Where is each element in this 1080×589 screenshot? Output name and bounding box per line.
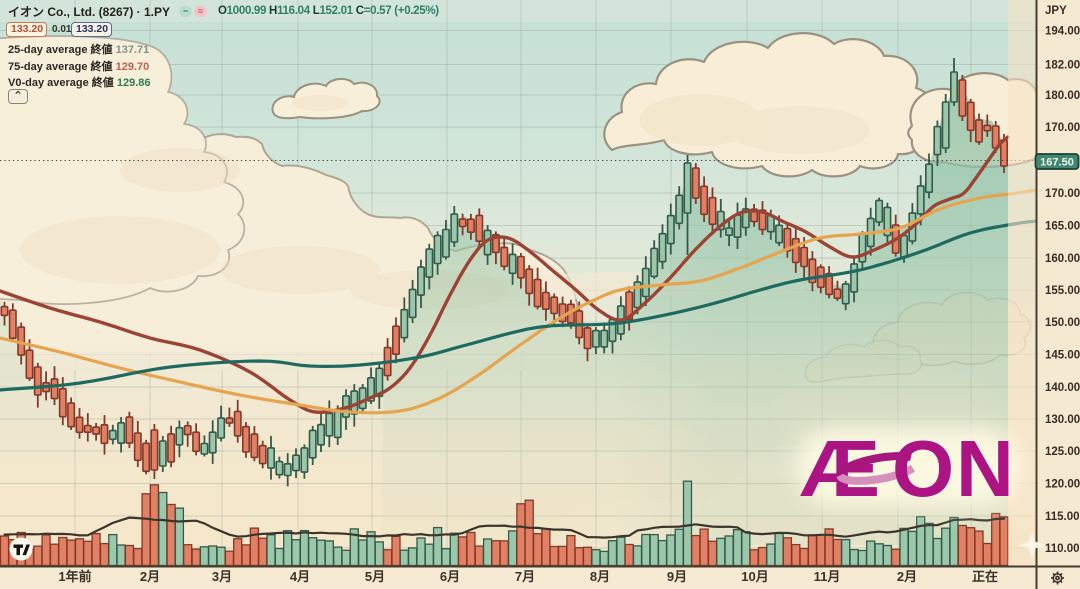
svg-text:140.00: 140.00: [1045, 382, 1080, 394]
svg-text:130.00: 130.00: [1045, 414, 1080, 426]
svg-text:167.50: 167.50: [1040, 157, 1074, 169]
svg-text:150.00: 150.00: [1045, 317, 1080, 329]
svg-text:6月: 6月: [440, 569, 460, 584]
svg-text:2月: 2月: [897, 569, 917, 584]
svg-text:194.00: 194.00: [1045, 26, 1080, 38]
svg-text:正在: 正在: [972, 569, 998, 584]
svg-text:7月: 7月: [515, 569, 535, 584]
svg-text:1年前: 1年前: [58, 569, 91, 584]
svg-text:180.00: 180.00: [1045, 90, 1080, 102]
svg-text:145.00: 145.00: [1045, 350, 1080, 362]
svg-text:N: N: [956, 424, 1014, 513]
svg-text:125.00: 125.00: [1045, 446, 1080, 458]
svg-text:182.00: 182.00: [1045, 60, 1080, 72]
svg-text:155.00: 155.00: [1045, 285, 1080, 297]
svg-text:O: O: [892, 424, 954, 513]
svg-text:110.00: 110.00: [1045, 543, 1080, 555]
svg-text:115.00: 115.00: [1045, 511, 1080, 523]
svg-text:JPY: JPY: [1045, 5, 1067, 17]
svg-text:5月: 5月: [365, 569, 385, 584]
svg-text:8月: 8月: [590, 569, 610, 584]
svg-text:165.00: 165.00: [1045, 221, 1080, 233]
svg-text:120.00: 120.00: [1045, 479, 1080, 491]
svg-text:170.00: 170.00: [1045, 122, 1080, 134]
svg-text:2月: 2月: [140, 569, 160, 584]
svg-text:9月: 9月: [667, 569, 687, 584]
svg-text:10月: 10月: [741, 569, 768, 584]
svg-text:3月: 3月: [212, 569, 232, 584]
svg-text:170.00: 170.00: [1045, 188, 1080, 200]
svg-text:4月: 4月: [290, 569, 310, 584]
svg-text:11月: 11月: [814, 569, 841, 584]
svg-text:160.00: 160.00: [1045, 253, 1080, 265]
